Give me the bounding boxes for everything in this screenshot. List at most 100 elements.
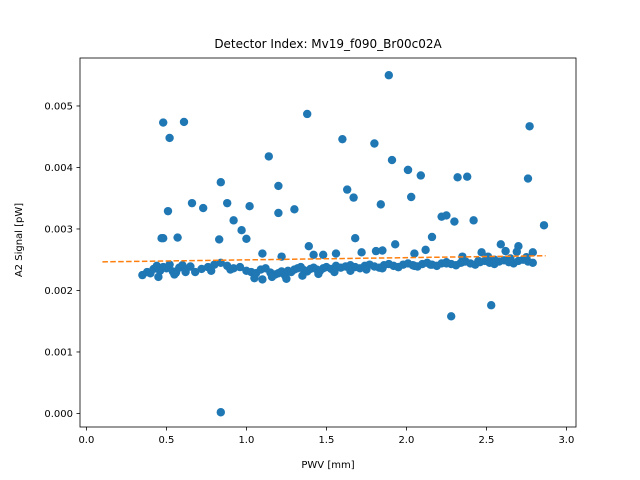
data-point [274,208,283,218]
data-point [173,233,182,242]
data-point [216,178,225,187]
data-point [362,265,371,274]
data-point [522,253,531,262]
x-tick-label: 0.5 [158,435,174,446]
data-point [416,171,425,180]
data-point [371,246,381,256]
data-point [154,272,163,282]
data-point [298,271,307,280]
fit-layer [102,254,546,263]
data-point [376,200,385,209]
data-point [331,249,341,258]
data-point [199,203,208,213]
data-point [338,134,347,144]
x-tick-label: 2.0 [398,435,414,446]
data-point [442,259,451,268]
data-point [258,275,267,284]
data-point [469,216,478,225]
data-point [159,118,168,127]
plot-frame [79,57,577,428]
data-point [349,193,358,202]
data-point [181,267,190,277]
data-point [290,205,299,214]
y-tick-label: 0.002 [44,286,73,297]
data-point [387,155,397,165]
y-tick-label: 0.000 [44,409,73,420]
data-point [357,248,366,257]
chart-title: Detector Index: Mv19_f090_Br00c02A [214,37,442,51]
y-axis-label: A2 Signal [pW] [14,203,25,277]
data-point [179,117,189,127]
data-point [501,246,510,256]
data-point [226,265,235,274]
data-point [165,133,174,143]
data-point [186,262,195,271]
data-point [523,174,533,183]
axes-layer: 0.0 0.5 1.0 1.5 2.0 2.5 3.0 0.000 0.001 0.002 0.00… [44,57,577,446]
data-point [304,241,313,251]
data-point [163,206,173,216]
data-point [378,246,387,255]
data-point [407,192,416,202]
data-point [483,252,493,261]
data-point [474,256,483,266]
data-point [237,226,246,235]
data-point [514,241,523,251]
x-tick-label: 1.5 [318,435,334,446]
data-point [282,274,291,283]
data-point [330,267,339,277]
data-point [450,217,459,226]
data-point [351,233,360,243]
data-point [267,272,277,282]
data-point [343,185,352,194]
data-point [314,269,323,279]
data-point [490,255,499,264]
data-point [229,216,238,225]
x-tick-label: 2.5 [478,435,494,446]
fit-line [102,254,546,263]
data-point [410,249,419,258]
data-point [250,273,259,283]
data-point [421,245,430,255]
data-point [264,152,273,161]
data-point [258,249,267,258]
data-point [528,258,537,267]
points-layer [138,71,549,417]
data-point [309,250,318,259]
x-axis-label: PWV [mm] [301,460,354,471]
data-point [528,248,537,257]
data-point [197,264,206,274]
data-point [442,211,451,220]
data-point [159,233,168,243]
y-tick-label: 0.004 [44,163,73,174]
data-point [215,235,224,244]
y-tick-label: 0.005 [44,101,73,112]
data-point [370,139,379,148]
data-point [165,260,174,269]
data-point [384,71,393,80]
data-point [319,250,328,259]
y-tick-label: 0.003 [44,224,73,235]
data-point [525,122,534,131]
x-tick-label: 3.0 [558,435,574,446]
data-point [410,261,419,271]
data-point [463,172,472,181]
data-point [242,234,251,244]
data-point [391,240,400,249]
data-point [346,266,355,275]
data-point [207,266,216,275]
data-point [426,260,435,269]
x-tick-label: 0.0 [78,435,94,446]
data-point [303,109,312,119]
data-point [216,408,225,417]
data-point [403,165,413,175]
data-point [223,198,232,208]
data-point [235,262,245,272]
data-point [187,198,197,208]
y-tick-label: 0.001 [44,347,73,358]
data-point [427,232,437,242]
data-point [496,240,505,249]
data-point [477,248,486,257]
